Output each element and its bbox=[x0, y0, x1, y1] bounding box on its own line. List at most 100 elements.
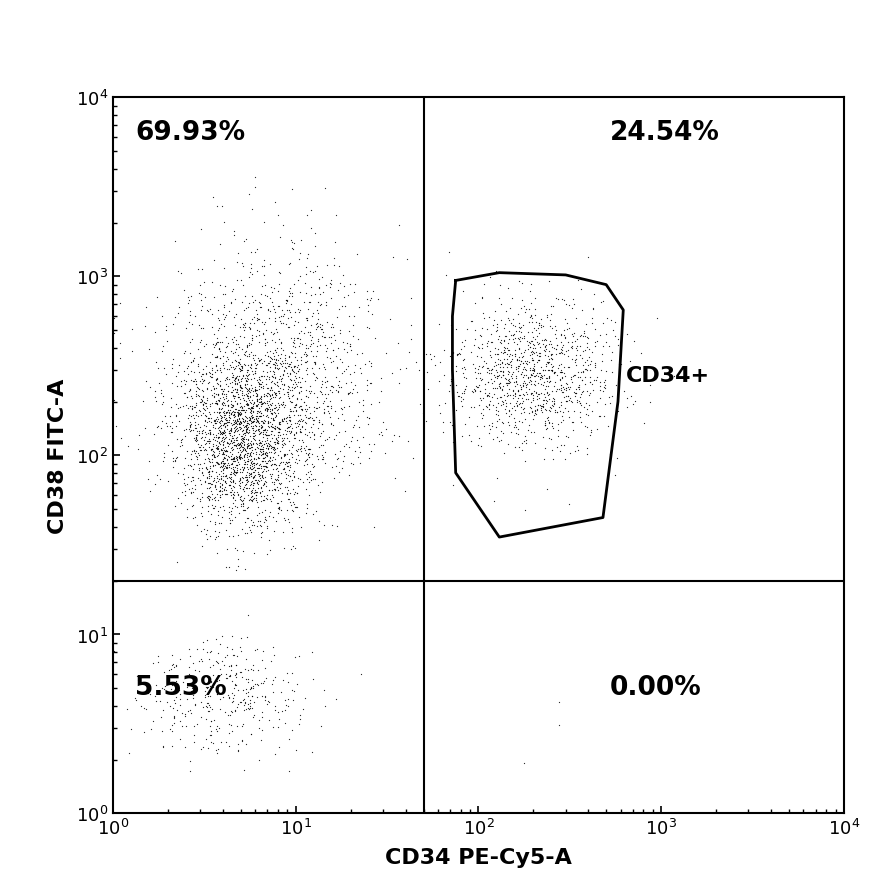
Point bbox=[551, 346, 565, 360]
Point bbox=[308, 356, 322, 370]
Point bbox=[158, 409, 172, 424]
Point bbox=[412, 398, 426, 412]
Point bbox=[514, 331, 528, 345]
Point bbox=[229, 434, 242, 448]
Point bbox=[175, 706, 189, 721]
Point bbox=[253, 404, 267, 418]
Point bbox=[550, 383, 564, 397]
Point bbox=[492, 380, 506, 394]
Point bbox=[248, 677, 262, 691]
Point bbox=[168, 500, 182, 514]
Point bbox=[235, 423, 249, 437]
Point bbox=[238, 455, 252, 469]
Point bbox=[255, 431, 269, 445]
Point bbox=[311, 441, 325, 455]
Point bbox=[157, 446, 171, 460]
Point bbox=[308, 227, 322, 241]
Point bbox=[242, 702, 255, 716]
Point bbox=[600, 419, 614, 434]
Text: 24.54%: 24.54% bbox=[609, 120, 719, 146]
Point bbox=[213, 437, 227, 451]
Point bbox=[182, 409, 196, 423]
Point bbox=[341, 386, 355, 401]
Point bbox=[223, 403, 237, 417]
Point bbox=[202, 440, 216, 454]
Point bbox=[568, 349, 582, 363]
Point bbox=[235, 391, 249, 405]
Point bbox=[529, 356, 543, 370]
Point bbox=[218, 377, 232, 392]
Point bbox=[238, 696, 252, 710]
Point bbox=[239, 368, 253, 383]
Point bbox=[261, 303, 275, 317]
Point bbox=[205, 465, 219, 479]
Point bbox=[332, 259, 346, 274]
Point bbox=[246, 477, 260, 491]
Point bbox=[514, 321, 527, 335]
Point bbox=[216, 452, 230, 467]
Point bbox=[355, 399, 369, 413]
Point bbox=[343, 375, 357, 390]
Point bbox=[227, 428, 241, 443]
Point bbox=[262, 373, 275, 387]
Point bbox=[488, 421, 502, 435]
Point bbox=[270, 384, 284, 399]
Point bbox=[239, 232, 253, 247]
Point bbox=[234, 375, 248, 389]
Point bbox=[535, 401, 549, 415]
Point bbox=[208, 397, 222, 411]
Point bbox=[204, 362, 218, 376]
Point bbox=[219, 458, 233, 472]
Point bbox=[198, 474, 212, 488]
Point bbox=[253, 426, 267, 441]
Point bbox=[225, 694, 239, 708]
Point bbox=[203, 459, 217, 473]
Point bbox=[214, 472, 228, 486]
Point bbox=[182, 419, 196, 434]
Point bbox=[280, 367, 294, 381]
Point bbox=[229, 678, 243, 692]
Point bbox=[282, 394, 296, 409]
Point bbox=[522, 341, 536, 355]
Point bbox=[492, 279, 506, 293]
Point bbox=[205, 442, 219, 456]
Point bbox=[255, 526, 269, 540]
Point bbox=[248, 384, 262, 398]
Point bbox=[213, 335, 227, 350]
Point bbox=[193, 440, 207, 454]
Point bbox=[195, 654, 209, 668]
Point bbox=[277, 447, 291, 461]
Point bbox=[458, 334, 472, 349]
Point bbox=[514, 400, 527, 414]
Point bbox=[255, 420, 269, 434]
Point bbox=[242, 413, 256, 427]
Point bbox=[235, 482, 249, 496]
Point bbox=[249, 440, 263, 454]
Point bbox=[239, 465, 253, 479]
Point bbox=[263, 404, 277, 418]
Point bbox=[458, 371, 472, 385]
Point bbox=[297, 691, 311, 705]
Point bbox=[212, 342, 226, 357]
Point bbox=[256, 443, 270, 457]
Point bbox=[229, 419, 242, 434]
Point bbox=[204, 645, 218, 659]
Point bbox=[202, 424, 216, 438]
Point bbox=[175, 439, 189, 453]
Point bbox=[178, 422, 192, 436]
Point bbox=[216, 426, 230, 441]
Point bbox=[229, 439, 242, 453]
Point bbox=[229, 402, 243, 417]
Point bbox=[282, 284, 296, 299]
Point bbox=[560, 316, 574, 331]
Point bbox=[241, 701, 255, 715]
Point bbox=[522, 362, 536, 376]
Point bbox=[211, 303, 225, 317]
Point bbox=[541, 431, 555, 445]
Point bbox=[510, 427, 524, 442]
Point bbox=[173, 714, 187, 729]
Point bbox=[224, 434, 238, 449]
Point bbox=[248, 367, 262, 381]
Point bbox=[564, 342, 578, 356]
Point bbox=[493, 376, 507, 391]
